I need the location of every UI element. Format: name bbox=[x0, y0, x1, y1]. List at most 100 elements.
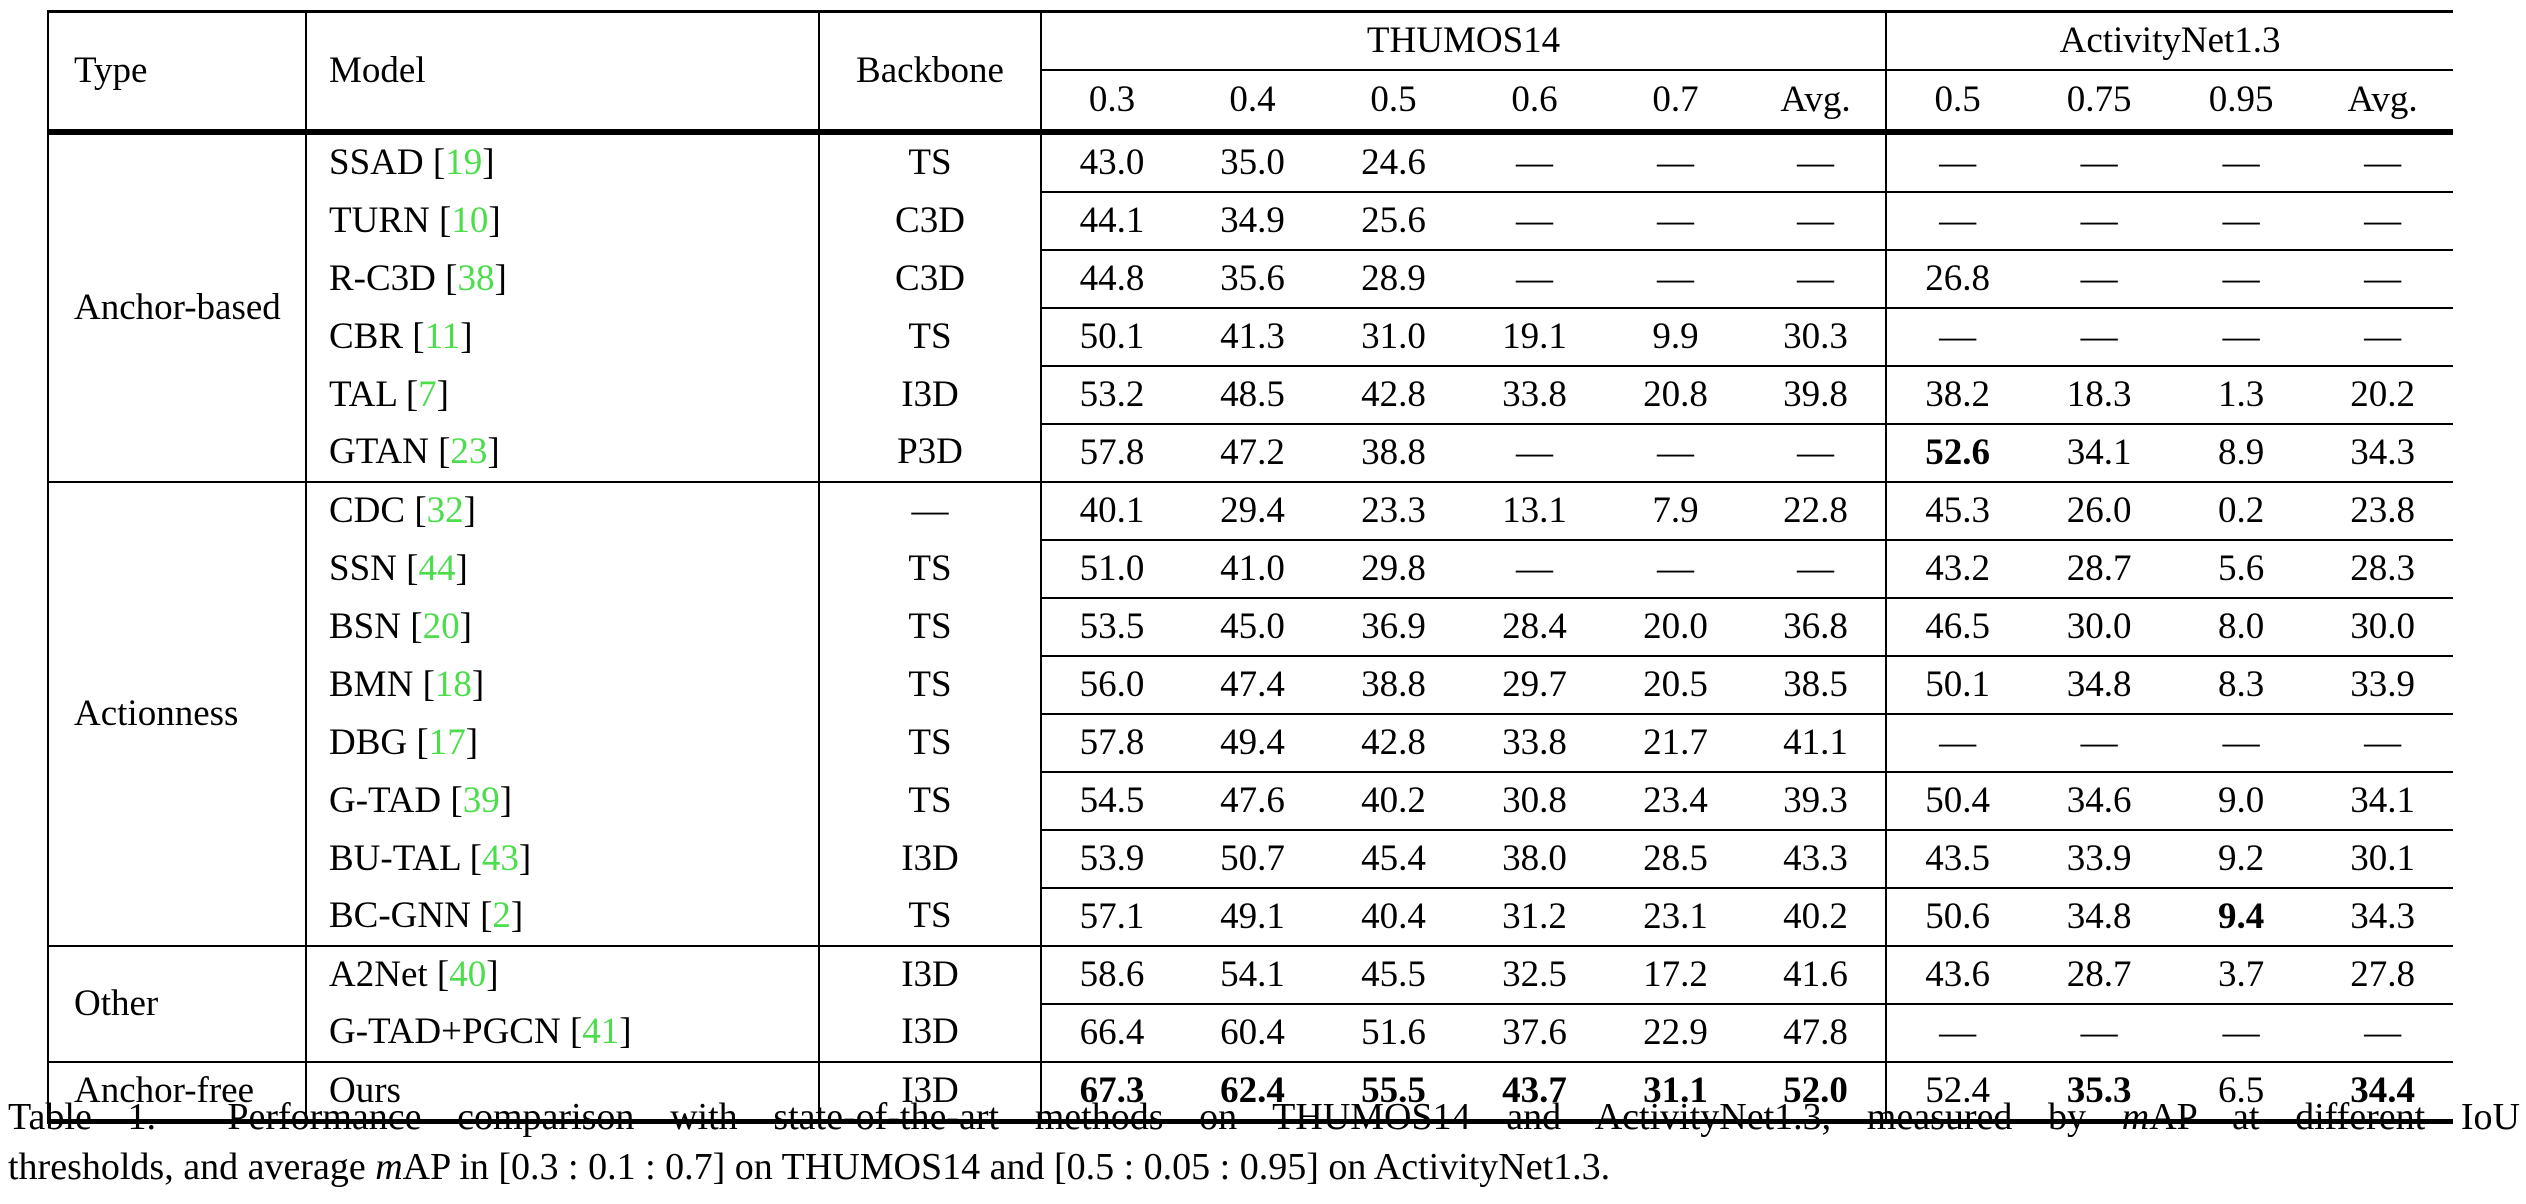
col-header-thumos-0.5: 0.5 bbox=[1323, 70, 1464, 135]
citation-number: 38 bbox=[457, 257, 495, 299]
score-cell: 66.4 bbox=[1040, 1003, 1182, 1062]
score-cell: 8.9 bbox=[2170, 423, 2313, 482]
backbone-cell: TS bbox=[818, 656, 1041, 714]
score-cell: 48.5 bbox=[1182, 365, 1323, 424]
table-row: Anchor-free Ours I3D 67.3 62.4 55.5 43.7 31.1 52… bbox=[47, 1061, 2454, 1124]
score-cell: 1.3 bbox=[2170, 365, 2313, 424]
backbone-cell: I3D bbox=[818, 1004, 1041, 1062]
score-cell: 26.0 bbox=[2028, 481, 2171, 540]
score-cell: — bbox=[1464, 131, 1605, 192]
table-row: BC-GNN [2] TS 57.1 49.1 40.4 31.2 23.1 40.2 50.6… bbox=[48, 887, 2454, 946]
score-cell: 62.4 bbox=[1182, 1061, 1323, 1124]
score-cell: 9.0 bbox=[2170, 771, 2313, 830]
score-cell: 54.5 bbox=[1040, 771, 1182, 830]
score-cell: 43.3 bbox=[1746, 829, 1887, 888]
table-row: DBG [17] TS 57.8 49.4 42.8 33.8 21.7 41.1— — — — bbox=[48, 713, 2454, 772]
score-cell: 23.1 bbox=[1605, 887, 1746, 946]
score-cell: 55.5 bbox=[1323, 1061, 1464, 1124]
score-cell: 33.9 bbox=[2312, 655, 2454, 714]
score-cell: 45.0 bbox=[1182, 597, 1323, 656]
score-cell: 41.1 bbox=[1746, 713, 1887, 772]
score-cell: — bbox=[1464, 423, 1605, 482]
score-cell: 23.8 bbox=[2312, 481, 2454, 540]
backbone-cell: I3D bbox=[818, 945, 1041, 1004]
score-cell: 39.3 bbox=[1746, 771, 1887, 830]
score-cell: 30.3 bbox=[1746, 307, 1887, 366]
score-cell: 26.8 bbox=[1885, 249, 2029, 308]
score-cell: 49.4 bbox=[1182, 713, 1323, 772]
col-header-model: Model bbox=[305, 10, 819, 135]
model-cell: BMN [18] bbox=[305, 656, 819, 714]
score-cell: 29.7 bbox=[1464, 655, 1605, 714]
score-cell: — bbox=[1464, 539, 1605, 598]
score-cell: 33.8 bbox=[1464, 365, 1605, 424]
score-cell: — bbox=[1605, 191, 1746, 250]
score-cell: 47.6 bbox=[1182, 771, 1323, 830]
score-cell: 38.5 bbox=[1746, 655, 1887, 714]
model-cell: SSAD [19] bbox=[305, 131, 819, 192]
score-cell: 51.0 bbox=[1040, 539, 1182, 598]
score-cell: — bbox=[2028, 131, 2171, 192]
score-cell: 38.0 bbox=[1464, 829, 1605, 888]
type-cell: Other bbox=[47, 945, 306, 1062]
score-cell: 53.2 bbox=[1040, 365, 1182, 424]
backbone-cell: I3D bbox=[818, 1061, 1041, 1124]
score-cell: 20.8 bbox=[1605, 365, 1746, 424]
score-cell: 45.3 bbox=[1885, 481, 2029, 540]
model-cell: CDC [32] bbox=[305, 481, 819, 540]
score-cell: 57.8 bbox=[1040, 713, 1182, 772]
caption-text: thresholds, and average bbox=[8, 1146, 376, 1188]
score-cell: 39.8 bbox=[1746, 365, 1887, 424]
model-cell: R-C3D [38] bbox=[305, 250, 819, 308]
score-cell: 9.9 bbox=[1605, 307, 1746, 366]
col-header-thumos-0.3: 0.3 bbox=[1040, 70, 1182, 135]
score-cell: — bbox=[1464, 249, 1605, 308]
score-cell: 34.8 bbox=[2028, 887, 2171, 946]
backbone-cell: C3D bbox=[818, 192, 1041, 250]
backbone-cell: I3D bbox=[818, 366, 1041, 424]
score-cell: — bbox=[2170, 191, 2313, 250]
model-cell: BC-GNN [2] bbox=[305, 888, 819, 946]
backbone-cell: I3D bbox=[818, 830, 1041, 888]
col-header-anet-0.5: 0.5 bbox=[1885, 70, 2029, 135]
backbone-cell: P3D bbox=[818, 424, 1041, 482]
score-cell: 52.4 bbox=[1885, 1061, 2029, 1124]
score-cell: 20.0 bbox=[1605, 597, 1746, 656]
score-cell: 29.8 bbox=[1323, 539, 1464, 598]
score-cell: 40.2 bbox=[1323, 771, 1464, 830]
citation-number: 41 bbox=[582, 1011, 620, 1053]
score-cell: 25.6 bbox=[1323, 191, 1464, 250]
score-cell: 28.5 bbox=[1605, 829, 1746, 888]
backbone-cell: C3D bbox=[818, 250, 1041, 308]
model-cell: SSN [44] bbox=[305, 540, 819, 598]
score-cell: 49.1 bbox=[1182, 887, 1323, 946]
score-cell: — bbox=[1746, 423, 1887, 482]
score-cell: 38.2 bbox=[1885, 365, 2029, 424]
score-cell: 34.4 bbox=[2312, 1061, 2454, 1124]
score-cell: 50.1 bbox=[1885, 655, 2029, 714]
score-cell: 8.3 bbox=[2170, 655, 2313, 714]
score-cell: 20.5 bbox=[1605, 655, 1746, 714]
score-cell: — bbox=[1746, 131, 1887, 192]
table-row: BU-TAL [43] I3D 53.9 50.7 45.4 38.0 28.5 43.3 43… bbox=[48, 829, 2454, 888]
score-cell: 13.1 bbox=[1464, 481, 1605, 540]
col-header-backbone: Backbone bbox=[818, 10, 1041, 135]
col-header-anet-0.75: 0.75 bbox=[2028, 70, 2171, 135]
score-cell: 20.2 bbox=[2312, 365, 2454, 424]
caption-text: AP at different IoU bbox=[2149, 1096, 2521, 1138]
table-body: Anchor-based SSAD [19] TS 43.0 35.0 24.6— — — — —… bbox=[47, 131, 2454, 1124]
score-cell: — bbox=[1605, 539, 1746, 598]
score-cell: 8.0 bbox=[2170, 597, 2313, 656]
backbone-cell: TS bbox=[818, 131, 1041, 192]
score-cell: 22.9 bbox=[1605, 1003, 1746, 1062]
score-cell: — bbox=[2170, 1003, 2313, 1062]
score-cell: — bbox=[1746, 191, 1887, 250]
model-cell: G-TAD [39] bbox=[305, 772, 819, 830]
score-cell: — bbox=[2170, 713, 2313, 772]
backbone-cell: TS bbox=[818, 598, 1041, 656]
model-cell: TURN [10] bbox=[305, 192, 819, 250]
score-cell: — bbox=[1885, 131, 2029, 192]
score-cell: 53.9 bbox=[1040, 829, 1182, 888]
score-cell: — bbox=[1746, 539, 1887, 598]
